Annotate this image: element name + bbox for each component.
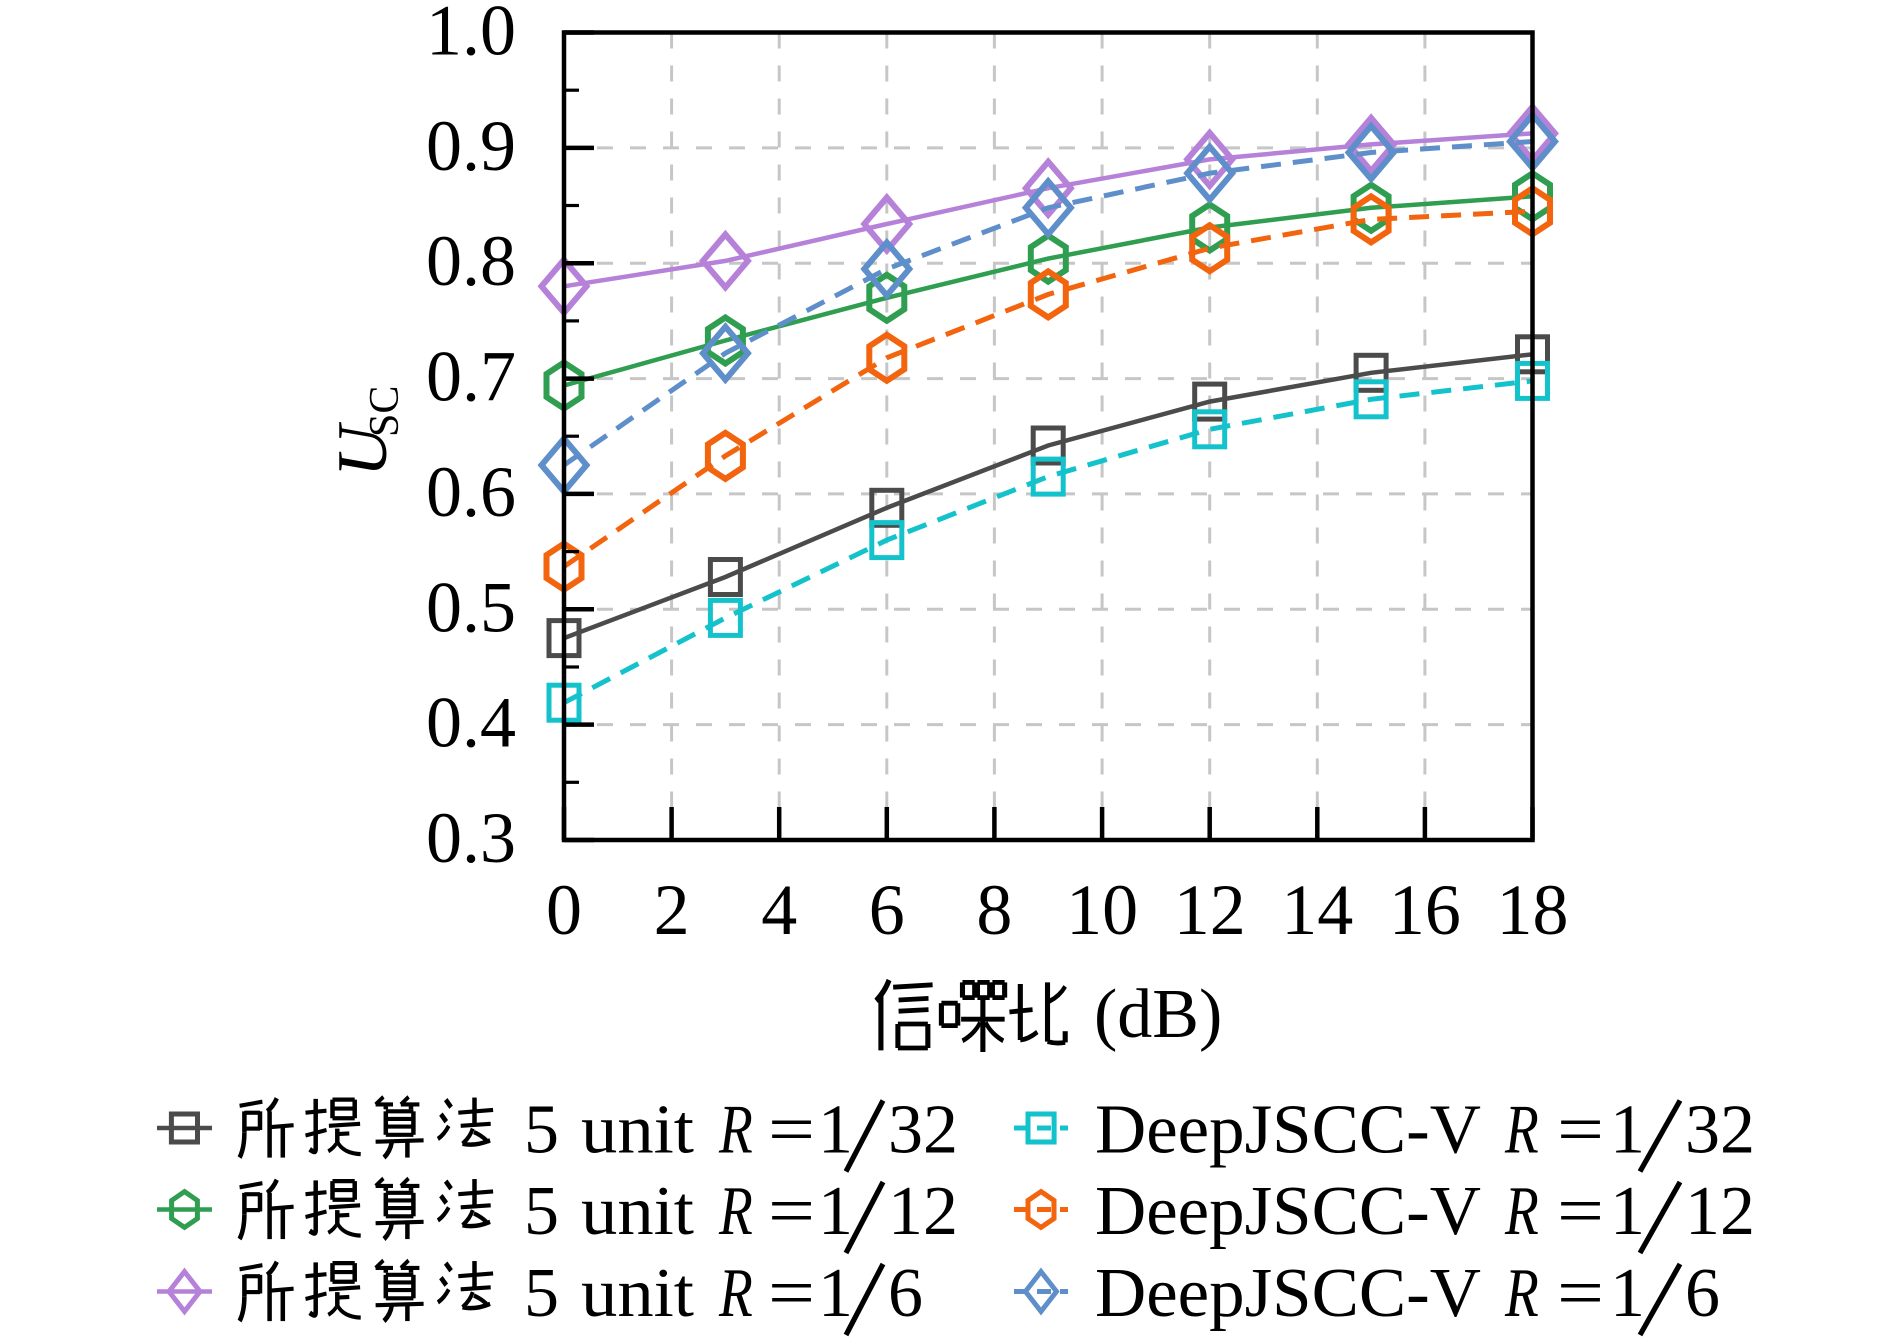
svg-text:4: 4 — [761, 870, 797, 950]
svg-text:6: 6 — [1685, 1255, 1720, 1332]
svg-text:14: 14 — [1281, 870, 1353, 950]
svg-text:0.9: 0.9 — [426, 106, 516, 186]
svg-text:=: = — [1557, 1173, 1604, 1250]
svg-text:R: R — [1504, 1254, 1539, 1332]
svg-text:12: 12 — [1174, 870, 1246, 950]
svg-text:unit: unit — [581, 1092, 695, 1169]
svg-text:1: 1 — [818, 1173, 853, 1250]
svg-text:1: 1 — [1610, 1173, 1645, 1250]
svg-text:U: U — [324, 421, 402, 477]
svg-text:DeepJSCC-V: DeepJSCC-V — [1095, 1173, 1481, 1250]
svg-text:5: 5 — [524, 1173, 559, 1250]
svg-text:R: R — [1504, 1172, 1539, 1250]
svg-text:1: 1 — [818, 1092, 853, 1169]
svg-text:1: 1 — [1610, 1255, 1645, 1332]
svg-text:10: 10 — [1066, 870, 1138, 950]
svg-text:5: 5 — [524, 1092, 559, 1169]
svg-text:=: = — [1557, 1092, 1604, 1169]
svg-text:1: 1 — [818, 1255, 853, 1332]
svg-text:8: 8 — [976, 870, 1012, 950]
svg-text:R: R — [718, 1172, 753, 1250]
svg-text:2: 2 — [654, 870, 690, 950]
svg-text:0.7: 0.7 — [426, 337, 516, 417]
svg-text:1: 1 — [1610, 1092, 1645, 1169]
svg-text:SC: SC — [362, 386, 408, 437]
svg-text:5: 5 — [524, 1255, 559, 1332]
svg-text:DeepJSCC-V: DeepJSCC-V — [1095, 1092, 1481, 1169]
svg-text:0: 0 — [546, 870, 582, 950]
svg-text:R: R — [718, 1090, 753, 1168]
svg-text:=: = — [768, 1173, 815, 1250]
svg-text:18: 18 — [1497, 870, 1569, 950]
svg-text:12: 12 — [888, 1173, 958, 1250]
svg-text:=: = — [1557, 1255, 1604, 1332]
svg-text:6: 6 — [869, 870, 905, 950]
svg-text:0.8: 0.8 — [426, 221, 516, 301]
svg-text:12: 12 — [1685, 1173, 1755, 1250]
svg-text:=: = — [768, 1255, 815, 1332]
svg-text:0.5: 0.5 — [426, 567, 516, 647]
svg-text:unit: unit — [581, 1255, 695, 1332]
svg-text:32: 32 — [1685, 1092, 1755, 1169]
svg-text:6: 6 — [888, 1255, 923, 1332]
svg-text:R: R — [1504, 1090, 1539, 1168]
svg-text:(dB): (dB) — [1094, 976, 1222, 1053]
svg-text:16: 16 — [1389, 870, 1461, 950]
svg-text:unit: unit — [581, 1173, 695, 1250]
svg-text:R: R — [718, 1254, 753, 1332]
svg-text:=: = — [768, 1092, 815, 1169]
svg-text:0.4: 0.4 — [426, 683, 516, 763]
svg-text:1.0: 1.0 — [426, 0, 516, 71]
svg-text:DeepJSCC-V: DeepJSCC-V — [1095, 1255, 1481, 1332]
svg-text:0.3: 0.3 — [426, 798, 516, 878]
svg-text:32: 32 — [888, 1092, 958, 1169]
svg-text:0.6: 0.6 — [426, 452, 516, 532]
